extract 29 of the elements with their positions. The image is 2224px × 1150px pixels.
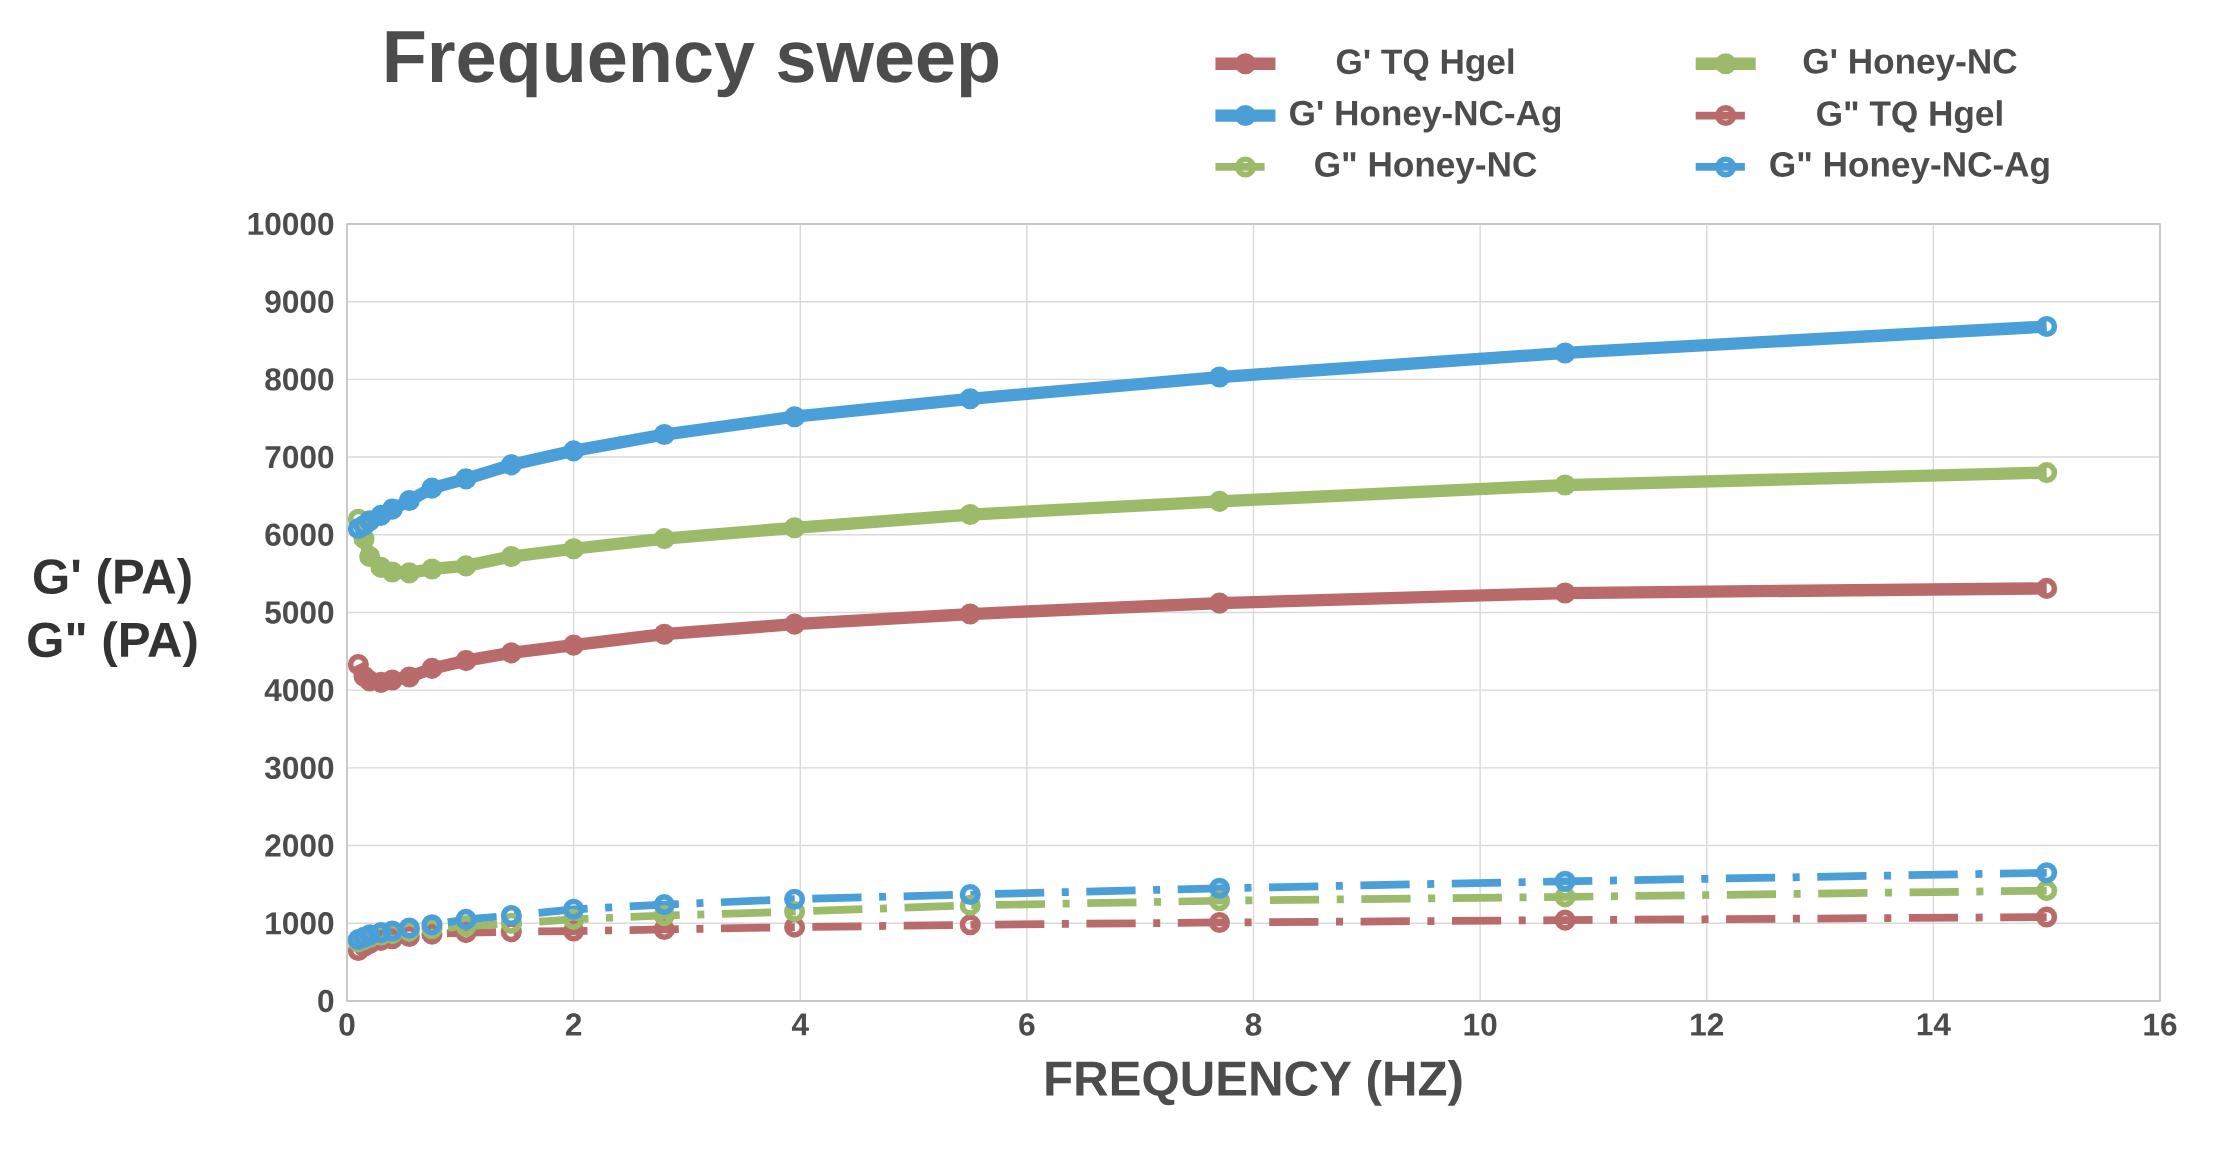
x-tick-label: 4 — [791, 1013, 809, 1036]
y-tick-label: 0 — [318, 989, 334, 1013]
x-tick-label: 2 — [565, 1013, 582, 1036]
y-tick-label: 2000 — [265, 834, 334, 857]
legend-label: G" TQ Hgel — [1817, 100, 2002, 134]
x-tick-label: 10 — [1464, 1013, 1497, 1036]
y-tick-label: 7000 — [265, 445, 334, 469]
x-tick-label: 6 — [1019, 1013, 1035, 1036]
y-tick-label: 9000 — [265, 290, 334, 313]
y-tick-label: 8000 — [265, 368, 334, 391]
legend-label: G' TQ Hgel — [1336, 48, 1514, 82]
y-axis-title: G' (PA) G" (PA) — [28, 557, 197, 668]
x-tick-label: 8 — [1245, 1013, 1262, 1036]
y-tick-label: 5000 — [265, 601, 334, 624]
legend-label: G' Honey-NC — [1803, 48, 2017, 81]
y-tick-label: 3000 — [264, 756, 334, 780]
legend-label: G" Honey-NC — [1315, 152, 1537, 184]
chart-title: Frequency sweep — [386, 31, 999, 98]
y-tick-label: 10000 — [248, 212, 334, 236]
x-tick-label: 12 — [1691, 1013, 1724, 1036]
legend-label: G' Honey-NC-Ag — [1290, 100, 1561, 133]
y-tick-label: 4000 — [264, 678, 334, 702]
x-tick-label: 0 — [339, 1013, 355, 1036]
y-tick-label: 6000 — [265, 523, 334, 546]
x-axis-title: FREQUENCY (HZ) — [1046, 1059, 1462, 1106]
legend-label: G" Honey-NC-Ag — [1770, 152, 2049, 185]
y-tick-label: 1000 — [266, 912, 334, 935]
x-tick-label: 16 — [2144, 1013, 2177, 1036]
x-tick-label: 14 — [1917, 1013, 1951, 1036]
